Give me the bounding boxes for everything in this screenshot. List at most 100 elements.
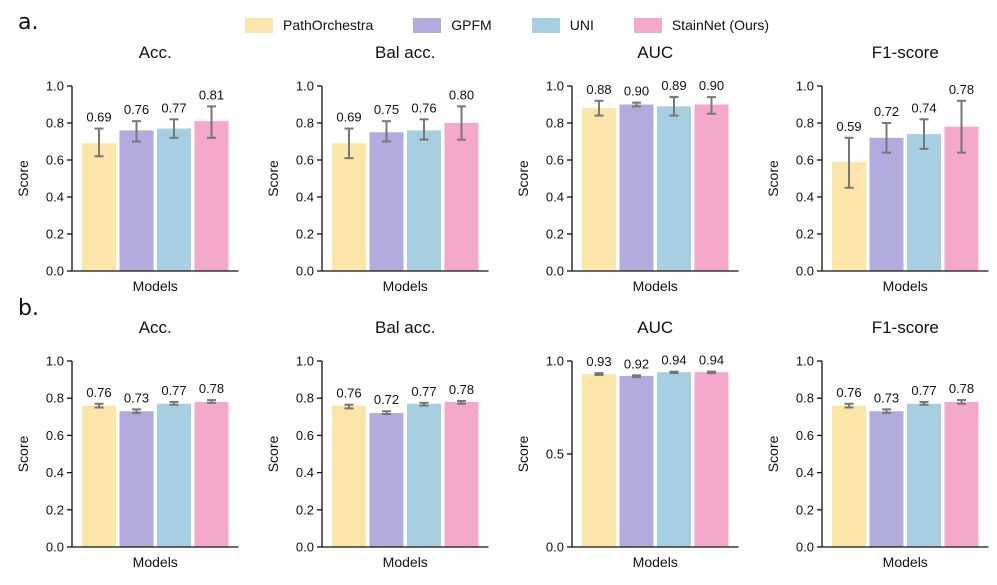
y-tick-label: 0.0 [46,264,64,279]
bar [619,104,654,271]
bar [82,143,116,271]
y-tick-label: 0.8 [546,116,564,131]
y-tick-label: 0.6 [296,428,314,443]
legend-item-pathorchestra: PathOrchestra [245,17,373,33]
data-label: 0.73 [874,390,899,405]
y-tick-label: 0.2 [796,502,814,517]
y-tick-label: 0.8 [796,391,814,406]
y-tick-label: 0.6 [796,153,814,168]
y-tick-label: 0.6 [796,428,814,443]
y-tick-label: 0.0 [796,540,814,555]
panel-label-a: a. [18,10,39,35]
legend-item-uni: UNI [531,17,594,33]
data-label: 0.74 [911,100,936,115]
bar [157,128,191,271]
y-tick-label: 1.0 [796,79,814,94]
y-tick-label: 0.8 [296,391,314,406]
data-label: 0.76 [336,386,361,401]
y-axis-label: Score [265,436,281,473]
legend-swatch [531,17,560,33]
y-axis-label: Score [15,160,31,197]
y-tick-label: 0.6 [46,428,64,443]
chart-title: Acc. [139,318,172,337]
legend-swatch [245,17,273,33]
legend-label: PathOrchestra [283,17,374,33]
y-axis-label: Score [265,160,281,197]
bar [832,405,866,547]
y-tick-label: 0.4 [296,465,314,480]
bar [332,143,366,271]
y-tick-label: 0.6 [46,153,64,168]
y-tick-label: 0.4 [296,190,314,205]
y-tick-label: 0.2 [46,227,64,242]
data-label: 0.76 [836,385,861,400]
data-label: 0.90 [699,78,724,93]
bar [369,413,404,547]
data-label: 0.80 [449,87,474,102]
data-label: 0.78 [949,381,974,396]
chart-title: Bal acc. [375,43,435,62]
data-label: 0.72 [374,392,399,407]
legend-item-stainnet: StainNet (Ours) [633,17,769,33]
data-label: 0.75 [374,102,399,117]
data-label: 0.92 [624,356,649,371]
y-tick-label: 0.2 [796,227,814,242]
bar [119,130,154,271]
x-axis-label: Models [383,554,428,570]
bar [582,374,616,547]
y-axis-label: Score [15,436,31,473]
data-label: 0.93 [586,354,611,369]
y-tick-label: 0.8 [46,116,64,131]
chart-title: Bal acc. [375,318,435,337]
y-tick-label: 0.8 [296,116,314,131]
bar [82,405,116,547]
y-tick-label: 0.5 [546,447,564,462]
y-tick-label: 0.0 [296,540,314,555]
bar [444,123,479,271]
data-label: 0.94 [661,353,686,368]
bar [119,411,154,547]
data-label: 0.78 [199,381,224,396]
y-tick-label: 0.0 [46,540,64,555]
y-tick-label: 1.0 [796,354,814,369]
y-tick-label: 0.6 [296,153,314,168]
y-tick-label: 0.6 [546,153,564,168]
bar [869,411,904,547]
bar [907,403,941,547]
y-tick-label: 0.4 [796,465,814,480]
y-tick-label: 1.0 [46,354,64,369]
data-label: 0.78 [449,382,474,397]
y-tick-label: 0.4 [546,190,564,205]
legend-item-gpfm: GPFM [413,17,492,33]
bar [332,405,366,547]
legend-swatch [633,17,662,33]
data-label: 0.76 [124,102,149,117]
y-tick-label: 1.0 [296,354,314,369]
chart-title: Acc. [139,43,172,62]
bar [194,121,229,272]
y-axis-label: Score [515,160,531,197]
y-tick-label: 0.2 [46,502,64,517]
y-axis-label: Score [515,436,531,473]
data-label: 0.77 [161,100,186,115]
x-axis-label: Models [133,554,178,570]
data-label: 0.69 [86,110,111,125]
bar [194,401,229,547]
y-tick-label: 0.0 [296,264,314,279]
data-label: 0.76 [86,385,111,400]
data-label: 0.94 [699,353,724,368]
bar [694,372,729,547]
legend-label: UNI [569,17,594,33]
y-tick-label: 0.2 [296,227,314,242]
x-axis-label: Models [633,278,678,294]
bar [619,375,654,547]
bar [944,401,979,547]
y-tick-label: 0.0 [796,264,814,279]
bar [582,108,616,271]
bar [369,132,404,271]
chart-title: F1-score [872,43,939,62]
data-label: 0.89 [661,78,686,93]
bar [694,104,729,271]
x-axis-label: Models [883,554,928,570]
bar [407,130,441,271]
